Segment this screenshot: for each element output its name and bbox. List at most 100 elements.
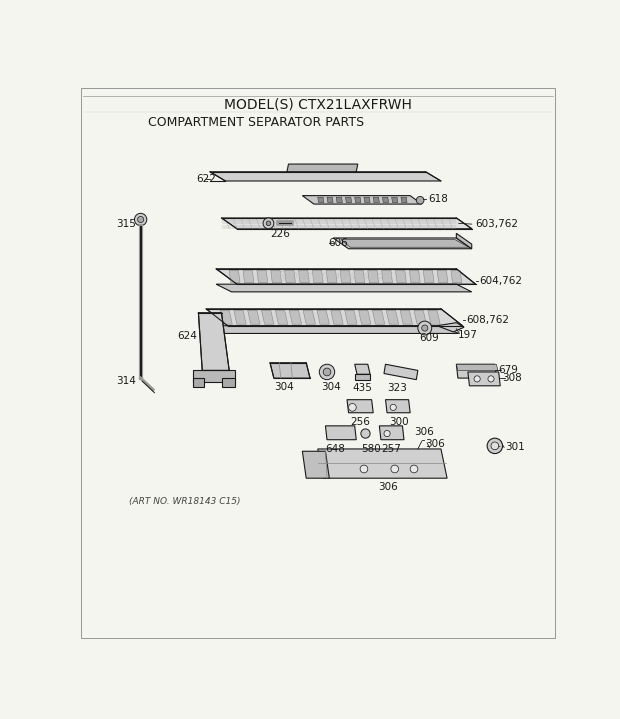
Polygon shape — [347, 400, 373, 413]
Polygon shape — [331, 311, 343, 324]
Text: 622: 622 — [196, 175, 216, 185]
Text: (ART NO. WR18143 C15): (ART NO. WR18143 C15) — [129, 497, 241, 505]
Text: 603,762: 603,762 — [476, 219, 518, 229]
Text: eReplacementParts.com: eReplacementParts.com — [273, 272, 393, 281]
Polygon shape — [456, 234, 472, 249]
Polygon shape — [222, 378, 234, 388]
Circle shape — [135, 214, 147, 226]
Polygon shape — [206, 308, 463, 326]
Polygon shape — [456, 365, 497, 378]
Polygon shape — [383, 197, 389, 203]
Text: 304: 304 — [275, 383, 294, 393]
Polygon shape — [303, 196, 422, 204]
Polygon shape — [220, 311, 232, 324]
Polygon shape — [373, 197, 379, 203]
Polygon shape — [206, 326, 459, 334]
Circle shape — [410, 465, 418, 473]
Polygon shape — [355, 365, 370, 375]
Polygon shape — [437, 323, 464, 332]
Text: 648: 648 — [326, 444, 345, 454]
Text: 306: 306 — [425, 439, 445, 449]
Circle shape — [323, 368, 331, 376]
Text: 306: 306 — [414, 427, 434, 437]
Polygon shape — [354, 270, 365, 283]
Circle shape — [422, 325, 428, 331]
Text: 308: 308 — [503, 373, 522, 383]
Polygon shape — [198, 313, 229, 370]
Circle shape — [416, 196, 424, 204]
Text: 197: 197 — [458, 330, 478, 340]
Text: 301: 301 — [505, 442, 525, 452]
Polygon shape — [386, 311, 399, 324]
Circle shape — [491, 442, 498, 449]
Text: MODEL(S) CTX21LAXFRWH: MODEL(S) CTX21LAXFRWH — [224, 98, 412, 111]
Polygon shape — [312, 270, 323, 283]
Polygon shape — [271, 270, 281, 283]
Polygon shape — [216, 284, 472, 292]
Polygon shape — [247, 311, 260, 324]
Polygon shape — [303, 452, 329, 478]
Polygon shape — [355, 375, 370, 380]
Circle shape — [488, 376, 494, 382]
Polygon shape — [290, 311, 301, 324]
Polygon shape — [368, 270, 379, 283]
Polygon shape — [423, 270, 434, 283]
Polygon shape — [468, 372, 500, 386]
Polygon shape — [396, 270, 406, 283]
Text: 608,762: 608,762 — [466, 315, 510, 324]
Polygon shape — [382, 270, 392, 283]
Polygon shape — [317, 311, 329, 324]
Polygon shape — [336, 197, 342, 203]
Circle shape — [391, 465, 399, 473]
Polygon shape — [275, 311, 288, 324]
Circle shape — [474, 376, 480, 382]
Circle shape — [390, 404, 396, 411]
Text: 323: 323 — [387, 383, 407, 393]
Polygon shape — [345, 311, 357, 324]
Polygon shape — [262, 311, 274, 324]
Polygon shape — [358, 311, 371, 324]
Polygon shape — [409, 270, 420, 283]
Polygon shape — [456, 365, 498, 370]
Text: 624: 624 — [177, 331, 198, 341]
Text: 226: 226 — [270, 229, 290, 239]
Text: 315: 315 — [116, 219, 136, 229]
Polygon shape — [326, 426, 356, 440]
Polygon shape — [193, 370, 234, 382]
Polygon shape — [414, 311, 427, 324]
Text: 618: 618 — [428, 194, 448, 204]
Polygon shape — [401, 197, 407, 203]
Text: 679: 679 — [498, 365, 518, 375]
Polygon shape — [285, 270, 295, 283]
Polygon shape — [327, 197, 333, 203]
Text: 306: 306 — [378, 482, 397, 493]
Polygon shape — [437, 270, 448, 283]
Circle shape — [361, 429, 370, 438]
Polygon shape — [270, 362, 310, 378]
Circle shape — [487, 438, 503, 454]
Polygon shape — [303, 311, 316, 324]
Text: 257: 257 — [382, 444, 402, 454]
Text: 606: 606 — [328, 237, 347, 247]
Circle shape — [319, 365, 335, 380]
Polygon shape — [234, 311, 246, 324]
Polygon shape — [340, 270, 351, 283]
Polygon shape — [287, 164, 358, 172]
Polygon shape — [341, 239, 469, 247]
Polygon shape — [243, 270, 254, 283]
Text: 300: 300 — [389, 417, 409, 427]
Circle shape — [138, 216, 144, 223]
Polygon shape — [392, 197, 398, 203]
Polygon shape — [317, 197, 324, 203]
Polygon shape — [257, 270, 268, 283]
Text: 256: 256 — [350, 417, 370, 427]
Polygon shape — [386, 400, 410, 413]
Circle shape — [348, 403, 356, 411]
Polygon shape — [451, 270, 462, 283]
Text: 435: 435 — [352, 383, 372, 393]
Circle shape — [263, 218, 274, 229]
Polygon shape — [384, 365, 418, 380]
Circle shape — [266, 221, 271, 226]
Polygon shape — [326, 270, 337, 283]
Polygon shape — [355, 197, 361, 203]
